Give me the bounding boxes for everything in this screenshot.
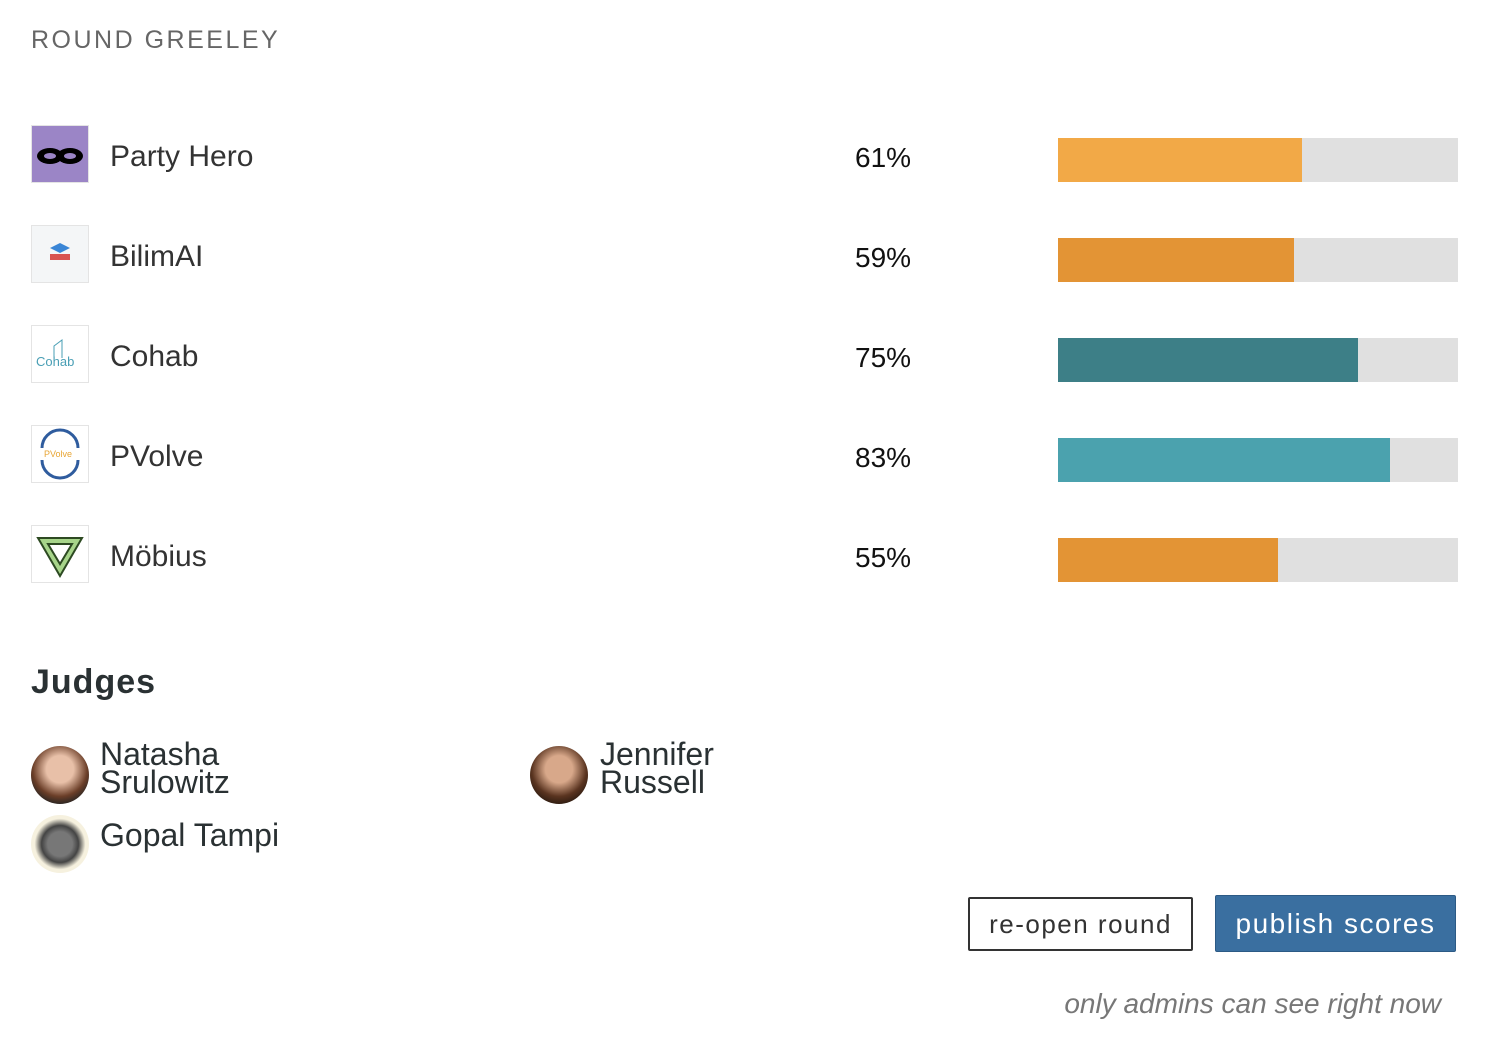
team-name: Möbius [110, 540, 207, 573]
score-label: 61% [855, 142, 912, 173]
judge-avatar [31, 815, 89, 873]
judges-title: Judges [31, 663, 157, 701]
score-track [1058, 138, 1458, 182]
score-track [1058, 338, 1458, 382]
judge-avatar [530, 746, 588, 804]
score-track [1058, 238, 1458, 282]
svg-text:PVolve: PVolve [44, 449, 72, 459]
score-bar [1058, 138, 1302, 182]
team-name: BilimAI [110, 240, 204, 273]
score-bar [1058, 538, 1278, 582]
team-logo [31, 525, 89, 583]
publish-button[interactable]: publish scores [1215, 895, 1456, 952]
score-track [1058, 538, 1458, 582]
score-bar [1058, 438, 1390, 482]
team-name: Party Hero [110, 140, 254, 173]
admin-note: only admins can see right now [1064, 988, 1441, 1019]
team-logo: PVolve [31, 425, 89, 483]
score-bar [1058, 338, 1358, 382]
score-bar [1058, 238, 1294, 282]
svg-text:Cohab: Cohab [36, 354, 74, 369]
judge-avatar [31, 746, 89, 804]
score-label: 83% [855, 442, 912, 473]
score-label: 75% [855, 342, 912, 373]
team-name: Cohab [110, 340, 199, 373]
score-label: 55% [855, 542, 912, 573]
judge-name: Gopal Tampi [100, 817, 280, 853]
judge-name: Jennifer Russell [600, 736, 714, 800]
reopen-button[interactable]: re-open round [968, 897, 1193, 951]
score-label: 59% [855, 242, 912, 273]
team-logo [31, 225, 89, 283]
score-track [1058, 438, 1458, 482]
judge-name: Natasha Srulowitz [100, 736, 230, 800]
team-logo [31, 125, 89, 183]
team-name: PVolve [110, 440, 204, 473]
round-title: ROUND GREELEY [31, 26, 281, 54]
team-logo: Cohab [31, 325, 89, 383]
